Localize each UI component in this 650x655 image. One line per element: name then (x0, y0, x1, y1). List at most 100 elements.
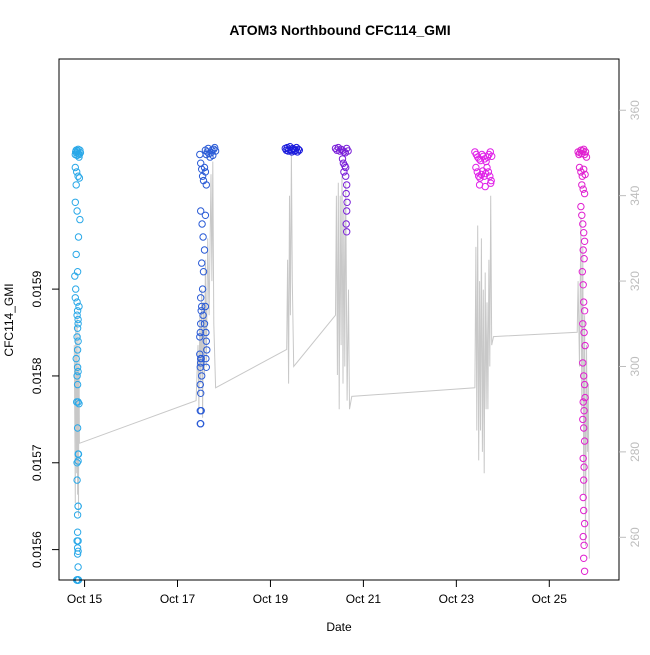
data-point (196, 363, 205, 371)
data-point (344, 147, 352, 155)
data-point (73, 333, 81, 341)
series-6 (574, 145, 591, 575)
plot-frame (58, 58, 620, 581)
data-point (580, 424, 588, 432)
data-point (202, 337, 211, 345)
data-point (74, 457, 82, 465)
data-point (581, 393, 589, 402)
data-point (200, 246, 209, 254)
data-point (487, 179, 495, 187)
data-point (74, 315, 82, 324)
data-point (196, 350, 204, 358)
data-point (197, 320, 205, 328)
data-point (73, 372, 81, 380)
data-point (196, 420, 205, 428)
data-point (196, 150, 204, 159)
secondary-series-line (73, 152, 590, 559)
data-point (75, 302, 83, 311)
data-point (582, 153, 591, 161)
data-point (71, 198, 80, 207)
data-point (72, 250, 80, 259)
x-axis-label: Date (326, 620, 352, 634)
data-point (580, 463, 588, 471)
data-point (74, 450, 83, 458)
data-point (580, 298, 588, 306)
data-point (342, 220, 350, 228)
data-point (197, 207, 205, 215)
data-point (75, 400, 83, 408)
data-point (197, 389, 205, 397)
data-point (73, 380, 82, 389)
data-point (202, 328, 210, 337)
data-point (580, 328, 588, 337)
data-point (580, 519, 589, 528)
x-tick-label: Oct 19 (253, 592, 289, 606)
data-point (579, 185, 587, 193)
data-point (196, 380, 205, 389)
data-point (579, 493, 587, 502)
y-tick-label: 0.0159 (30, 270, 44, 307)
data-point (342, 163, 350, 172)
series-4 (331, 143, 352, 236)
y-tick-label: 0.0157 (30, 444, 44, 481)
data-point (338, 155, 347, 163)
data-point (342, 189, 350, 198)
x-tick-label: Oct 17 (160, 592, 196, 606)
data-point (581, 148, 590, 156)
y-axis-left: 0.0156 0.0157 0.0158 0.0159 (30, 270, 59, 568)
data-point (198, 302, 206, 311)
data-point (580, 380, 589, 389)
data-point (199, 311, 207, 319)
data-point (197, 407, 205, 415)
data-point (580, 229, 588, 237)
data-point (76, 149, 85, 157)
data-point (198, 285, 207, 293)
data-point (72, 285, 80, 293)
data-point (575, 163, 584, 172)
data-point (74, 233, 83, 241)
data-point (484, 168, 493, 176)
data-point (73, 168, 81, 176)
data-point (73, 511, 82, 519)
x-tick-label: Oct 21 (346, 592, 382, 606)
data-point (73, 363, 82, 371)
data-point (73, 307, 82, 315)
data-point (580, 237, 589, 246)
data-point (73, 207, 81, 215)
data-point (72, 181, 80, 189)
data-point (580, 506, 588, 515)
data-point (580, 307, 589, 315)
data-point (74, 502, 82, 510)
x-tick-label: Oct 23 (439, 592, 475, 606)
data-point (483, 163, 491, 172)
data-point (211, 143, 219, 152)
data-point (73, 459, 81, 467)
y-tick-label: 0.0158 (30, 357, 44, 394)
data-point (199, 233, 207, 241)
data-point (74, 563, 82, 571)
x-axis: Oct 15 Oct 17 Oct 19 Oct 21 Oct 23 Oct 25 (67, 580, 567, 606)
data-point (580, 554, 588, 562)
data-point (197, 359, 205, 367)
data-point (343, 207, 351, 215)
data-point (202, 181, 211, 189)
data-point (74, 337, 82, 345)
data-point (580, 567, 589, 575)
data-point (71, 163, 80, 172)
y-tick-label: 0.0156 (30, 531, 44, 568)
data-point (73, 298, 81, 306)
data-point (581, 341, 589, 350)
data-point (487, 176, 495, 185)
data-point (579, 281, 587, 289)
data-point (580, 372, 588, 380)
data-point (486, 172, 494, 180)
data-point (197, 354, 205, 363)
data-point (76, 215, 84, 224)
data-point (197, 307, 205, 315)
data-point (73, 346, 82, 354)
data-point (342, 172, 350, 180)
data-point (74, 172, 82, 180)
y2-tick-label: 340 (628, 185, 642, 205)
data-point (579, 532, 587, 541)
